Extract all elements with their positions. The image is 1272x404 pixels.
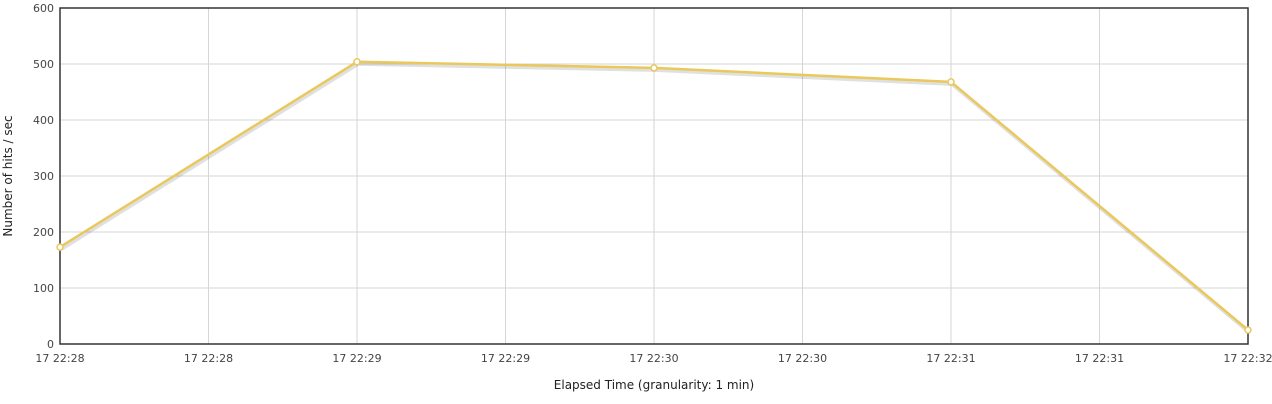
x-tick-label: 17 22:28 [35,352,84,365]
plot-frame [59,7,1249,345]
x-tick-label: 17 22:30 [629,352,678,365]
y-tick-label: 500 [33,58,54,71]
y-tick-label: 300 [33,170,54,183]
y-tick-label: 600 [33,2,54,15]
x-tick-label: 17 22:30 [778,352,827,365]
y-tick-label: 100 [33,282,54,295]
x-tick-label: 17 22:31 [1075,352,1124,365]
x-tick-label: 17 22:28 [184,352,233,365]
series-layer [56,58,1252,334]
x-tick-label: 17 22:29 [332,352,381,365]
data-point[interactable] [650,64,658,72]
x-axis-title: Elapsed Time (granularity: 1 min) [554,378,754,392]
data-point[interactable] [56,243,64,251]
data-point[interactable] [1244,326,1252,334]
y-tick-label: 0 [47,338,54,351]
data-point[interactable] [353,58,361,66]
data-point[interactable] [947,78,955,86]
y-tick-labels: 0 100 200 300 400 500 600 [33,2,54,351]
y-axis-title: Number of hits / sec [1,115,15,236]
y-tick-label: 200 [33,226,54,239]
x-tick-label: 17 22:29 [481,352,530,365]
y-tick-label: 400 [33,114,54,127]
x-tick-labels: 17 22:28 17 22:28 17 22:29 17 22:29 17 22:30… [35,352,1272,365]
x-tick-label: 17 22:32 [1223,352,1272,365]
x-tick-label: 17 22:31 [926,352,975,365]
grid-layer [59,7,1249,345]
series-line-shadow [59,61,1251,334]
